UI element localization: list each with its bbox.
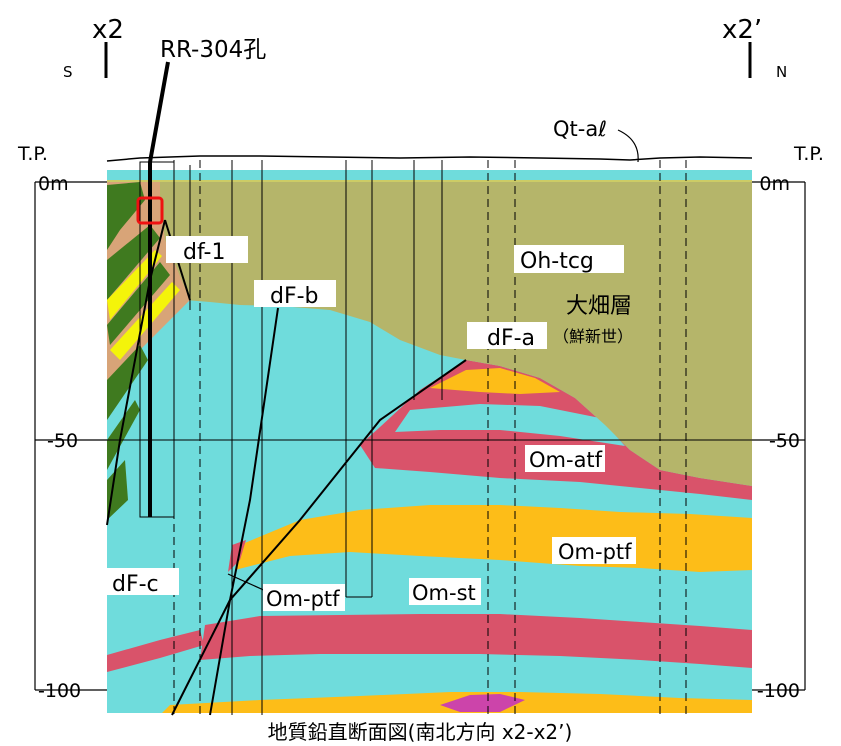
right-direction-label: N <box>776 63 787 81</box>
right-end-label: x2’ <box>722 15 762 45</box>
surface-unit-label: Qt-aℓ <box>553 117 607 141</box>
datum-right-label: T.P. <box>793 143 824 165</box>
rr304-borehole-line <box>148 61 170 517</box>
label-df-1: df-1 <box>183 240 225 265</box>
red-layer-lower-left <box>107 630 204 672</box>
green-layer-1 <box>107 182 145 250</box>
red-layer-lower <box>200 614 752 668</box>
orange-layer-top <box>430 368 560 394</box>
label-df-a: dF-a <box>487 326 535 351</box>
depth-tick-left-100: -100 <box>38 680 81 702</box>
depth-axes <box>34 181 806 691</box>
section-body <box>107 170 752 713</box>
label-om-ptf-right: Om-ptf <box>558 540 632 564</box>
label-df-c: dF-c <box>112 572 159 597</box>
qt-al-leader <box>617 129 639 163</box>
green-layer-6 <box>107 460 128 520</box>
green-layer-3 <box>107 262 170 345</box>
rr304-highlight-box <box>136 196 164 225</box>
left-end-label: x2 <box>92 15 124 45</box>
magenta-lens <box>440 694 525 712</box>
depth-tick-left-0: 0m <box>38 173 69 195</box>
label-df-b: dF-b <box>270 284 319 309</box>
green-layer-4 <box>107 345 148 420</box>
green-layer-5 <box>107 400 140 470</box>
caption: 地質鉛直断面図(南北方向 x2-x2’) <box>268 720 573 744</box>
green-layer-2 <box>107 225 160 300</box>
yellow-layer-2 <box>110 282 180 360</box>
depth-tick-right-100: -100 <box>757 680 800 702</box>
cyan-stripe-upper <box>395 404 625 446</box>
label-epoch: （鮮新世） <box>553 327 633 346</box>
depth-tick-left-50: -50 <box>47 430 78 452</box>
ground-surface-line <box>106 155 753 162</box>
label-oh-tcg: Oh-tcg <box>520 249 594 274</box>
om-ptf-leader <box>227 573 269 593</box>
borehole-label: RR-304孔 <box>160 37 266 63</box>
label-formation: 大畑層 <box>566 294 632 319</box>
label-om-atf: Om-atf <box>529 448 603 472</box>
left-direction-label: S <box>63 63 73 81</box>
label-om-ptf-left: Om-ptf <box>266 587 340 611</box>
depth-tick-right-0: 0m <box>759 173 790 195</box>
datum-left-label: T.P. <box>17 143 48 165</box>
depth-tick-right-50: -50 <box>769 430 800 452</box>
label-om-st: Om-st <box>412 581 476 605</box>
